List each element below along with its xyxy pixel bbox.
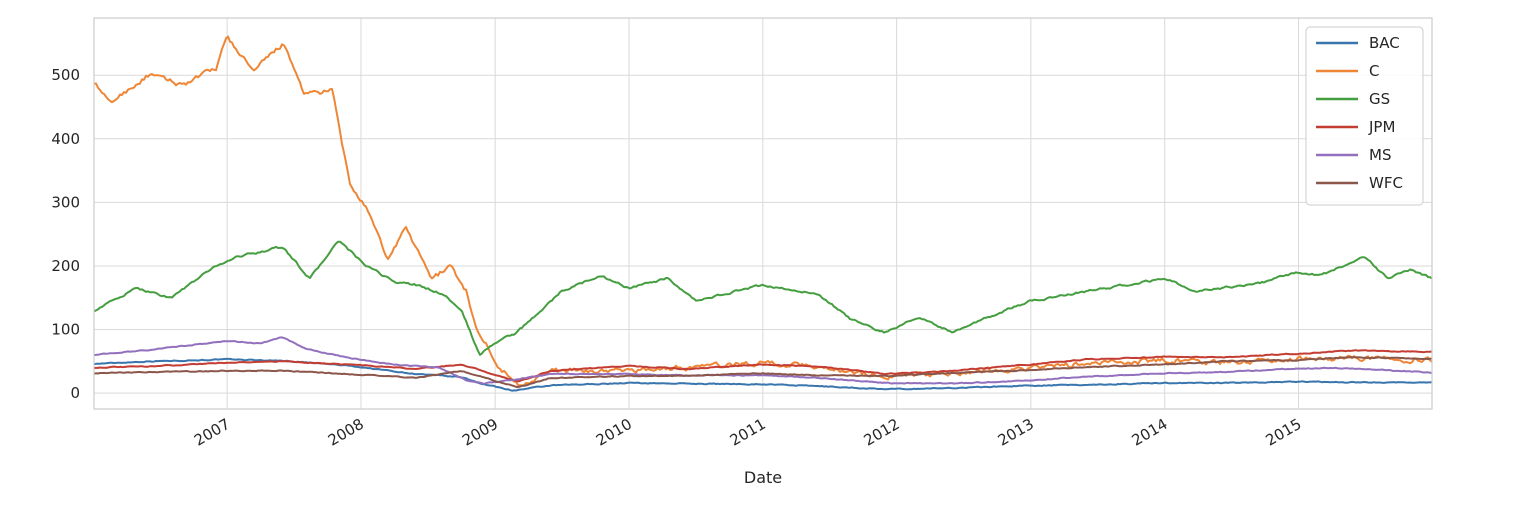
x-axis-ticks: 2007 2008 2009 2010 2011 2012 2013 2014 2015 bbox=[191, 415, 1304, 450]
y-axis-ticks: 0 100 200 300 400 500 bbox=[51, 66, 80, 402]
legend-label-c: C bbox=[1369, 62, 1379, 80]
legend-label-bac: BAC bbox=[1369, 34, 1400, 52]
y-tick-label: 0 bbox=[70, 384, 80, 402]
series-line-jpm bbox=[93, 349, 1433, 383]
legend-label-gs: GS bbox=[1369, 90, 1390, 108]
series-line-wfc bbox=[93, 356, 1433, 389]
series-line-gs bbox=[93, 240, 1433, 356]
series-line-ms bbox=[93, 336, 1433, 385]
y-tick-label: 500 bbox=[51, 66, 80, 84]
x-tick-label: 2014 bbox=[1129, 415, 1171, 450]
x-axis-label: Date bbox=[744, 468, 782, 487]
x-tick-label: 2015 bbox=[1262, 415, 1304, 450]
legend: BAC C GS JPM MS WFC bbox=[1305, 26, 1424, 206]
legend-label-ms: MS bbox=[1369, 146, 1391, 164]
legend-label-jpm: JPM bbox=[1368, 118, 1395, 136]
y-tick-label: 400 bbox=[51, 130, 80, 148]
series-group bbox=[93, 35, 1433, 392]
legend-box bbox=[1305, 26, 1424, 206]
x-tick-label: 2012 bbox=[861, 415, 903, 450]
grid bbox=[94, 18, 1432, 409]
x-tick-label: 2008 bbox=[325, 415, 367, 450]
y-tick-label: 100 bbox=[51, 321, 80, 339]
x-tick-label: 2013 bbox=[995, 415, 1037, 450]
y-tick-label: 200 bbox=[51, 257, 80, 275]
plot-frame bbox=[93, 17, 1433, 410]
x-tick-label: 2010 bbox=[593, 415, 635, 450]
x-tick-label: 2007 bbox=[191, 415, 233, 450]
legend-label-wfc: WFC bbox=[1369, 174, 1403, 192]
x-tick-label: 2011 bbox=[727, 415, 769, 450]
y-tick-label: 300 bbox=[51, 193, 80, 211]
x-tick-label: 2009 bbox=[459, 415, 501, 450]
